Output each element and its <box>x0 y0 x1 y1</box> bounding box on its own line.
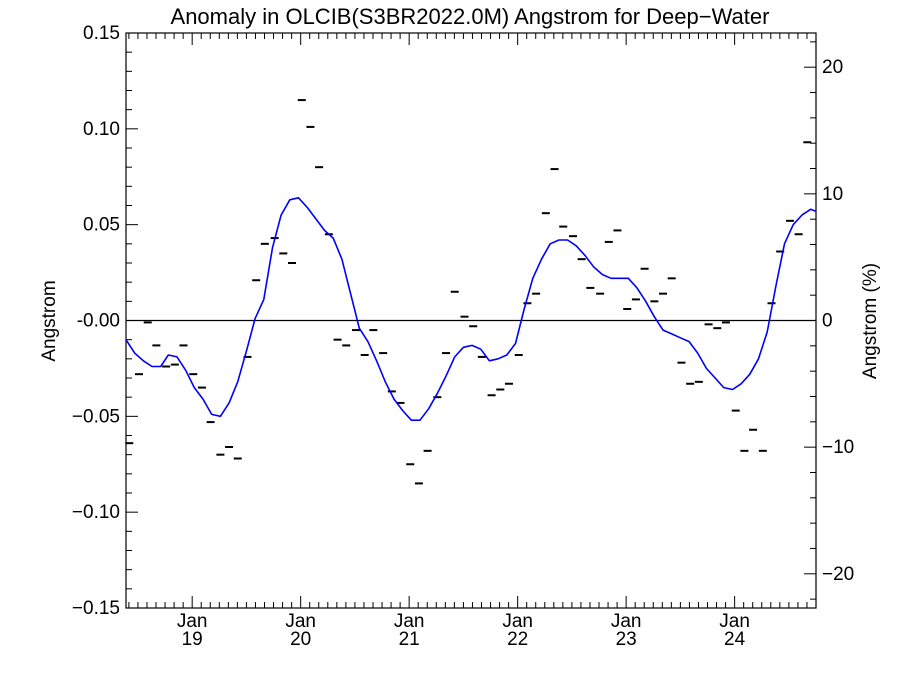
x-tick-label-year: 22 <box>507 629 528 650</box>
x-tick-label-year: 23 <box>616 629 637 650</box>
y2-tick-label: 0 <box>822 311 833 332</box>
plot-area: 0.15 0.10 0.05 -0.00 −0.05 −0.10 −0.15 20 10 0 −10… <box>72 23 854 650</box>
y2-axis-title: Angstrom (%) <box>860 263 881 379</box>
y2-tick-label: −10 <box>822 437 854 458</box>
x-tick-label-year: 20 <box>290 629 311 650</box>
smoothed-anomaly-line <box>125 197 817 421</box>
x-tick-label-month: Jan <box>285 611 316 632</box>
x-tick-label-month: Jan <box>177 611 208 632</box>
y-tick-label: 0.10 <box>83 119 120 140</box>
y-tick-label: −0.15 <box>72 598 120 619</box>
y2-tick-label: 10 <box>822 184 843 205</box>
y-axis-title: Angstrom <box>39 280 60 361</box>
x-tick-label-month: Jan <box>394 611 425 632</box>
y2-tick-label: 20 <box>822 57 843 78</box>
x-tick-label-year: 24 <box>724 629 746 650</box>
y2-tick-label: −20 <box>822 564 854 585</box>
x-tick-label-month: Jan <box>719 611 750 632</box>
x-tick-label-year: 19 <box>182 629 203 650</box>
x-tick-label-year: 21 <box>399 629 420 650</box>
x-tick-label-month: Jan <box>502 611 533 632</box>
y-tick-label: −0.05 <box>72 406 120 427</box>
y-tick-label: -0.00 <box>77 311 120 332</box>
y-tick-label: −0.10 <box>72 502 120 523</box>
y-tick-label: 0.05 <box>83 215 120 236</box>
y-tick-label: 0.15 <box>83 23 120 44</box>
x-tick-label-month: Jan <box>611 611 642 632</box>
chart-title: Anomaly in OLCIB(S3BR2022.0M) Angstrom f… <box>171 4 770 29</box>
